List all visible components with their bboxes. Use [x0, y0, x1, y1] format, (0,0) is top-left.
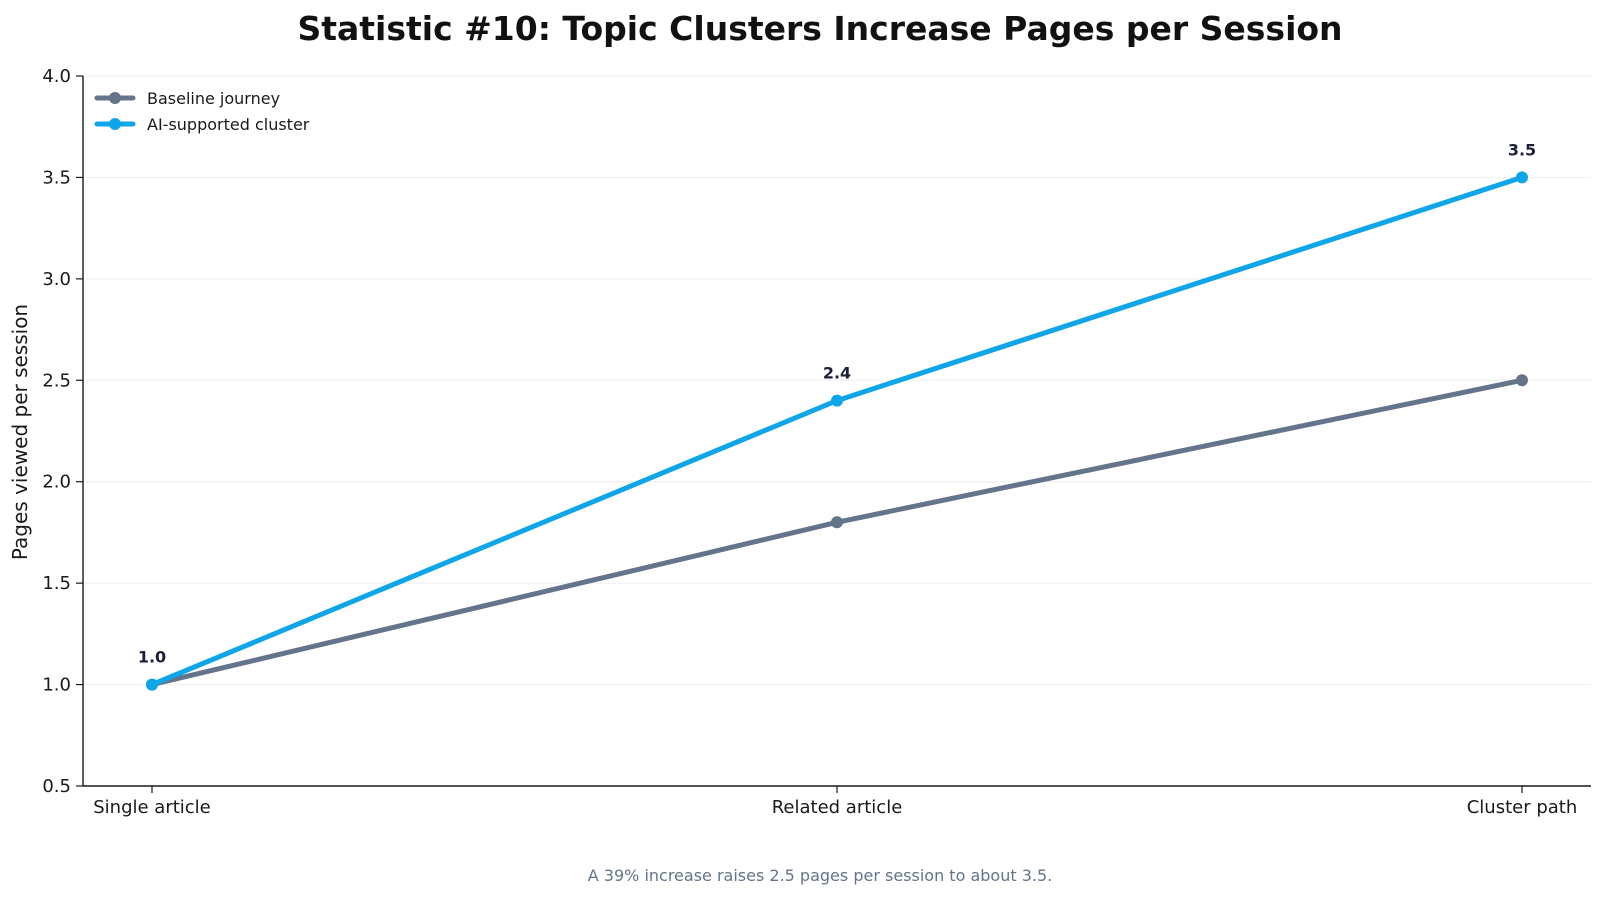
- axes: 0.5 1.0 1.5 2.0 2.5 3.0 3.5 4.0 Single article Re…: [42, 66, 1591, 818]
- y-tick-label: 1.5: [42, 573, 71, 594]
- y-tick-label: 0.5: [42, 776, 71, 797]
- data-label: 1.0: [138, 648, 166, 667]
- y-tick-label: 4.0: [42, 66, 71, 87]
- series-1-point: [831, 394, 843, 407]
- legend-swatch-marker: [109, 118, 121, 130]
- series-1-point: [146, 678, 158, 691]
- series-0-point: [831, 516, 843, 529]
- series-0-point: [1516, 374, 1528, 387]
- legend-label: AI-supported cluster: [147, 115, 310, 134]
- y-axis-label: Pages viewed per session: [8, 304, 32, 560]
- y-tick-label: 1.0: [42, 675, 71, 696]
- series-lines: [146, 171, 1528, 691]
- legend: Baseline journey AI-supported cluster: [94, 89, 310, 134]
- data-labels: 1.0 2.4 3.5: [138, 140, 1536, 666]
- y-tick-label: 3.5: [42, 167, 71, 188]
- legend-label: Baseline journey: [147, 89, 280, 108]
- grid-lines: [83, 75, 1591, 787]
- series-line-1: [149, 174, 1525, 688]
- series-1-point: [1516, 171, 1528, 184]
- chart-title: Statistic #10: Topic Clusters Increase P…: [297, 9, 1342, 48]
- x-tick-label: Cluster path: [1467, 797, 1578, 818]
- legend-swatch-marker: [109, 92, 121, 104]
- data-label: 3.5: [1508, 140, 1536, 159]
- series-line-0: [149, 377, 1525, 688]
- x-tick-label: Single article: [93, 797, 211, 818]
- x-tick-label: Related article: [772, 797, 903, 818]
- y-tick-label: 3.0: [42, 269, 71, 290]
- y-tick-label: 2.5: [42, 370, 71, 391]
- chart-caption: A 39% increase raises 2.5 pages per sess…: [588, 866, 1052, 885]
- y-tick-label: 2.0: [42, 472, 71, 493]
- data-label: 2.4: [823, 364, 851, 383]
